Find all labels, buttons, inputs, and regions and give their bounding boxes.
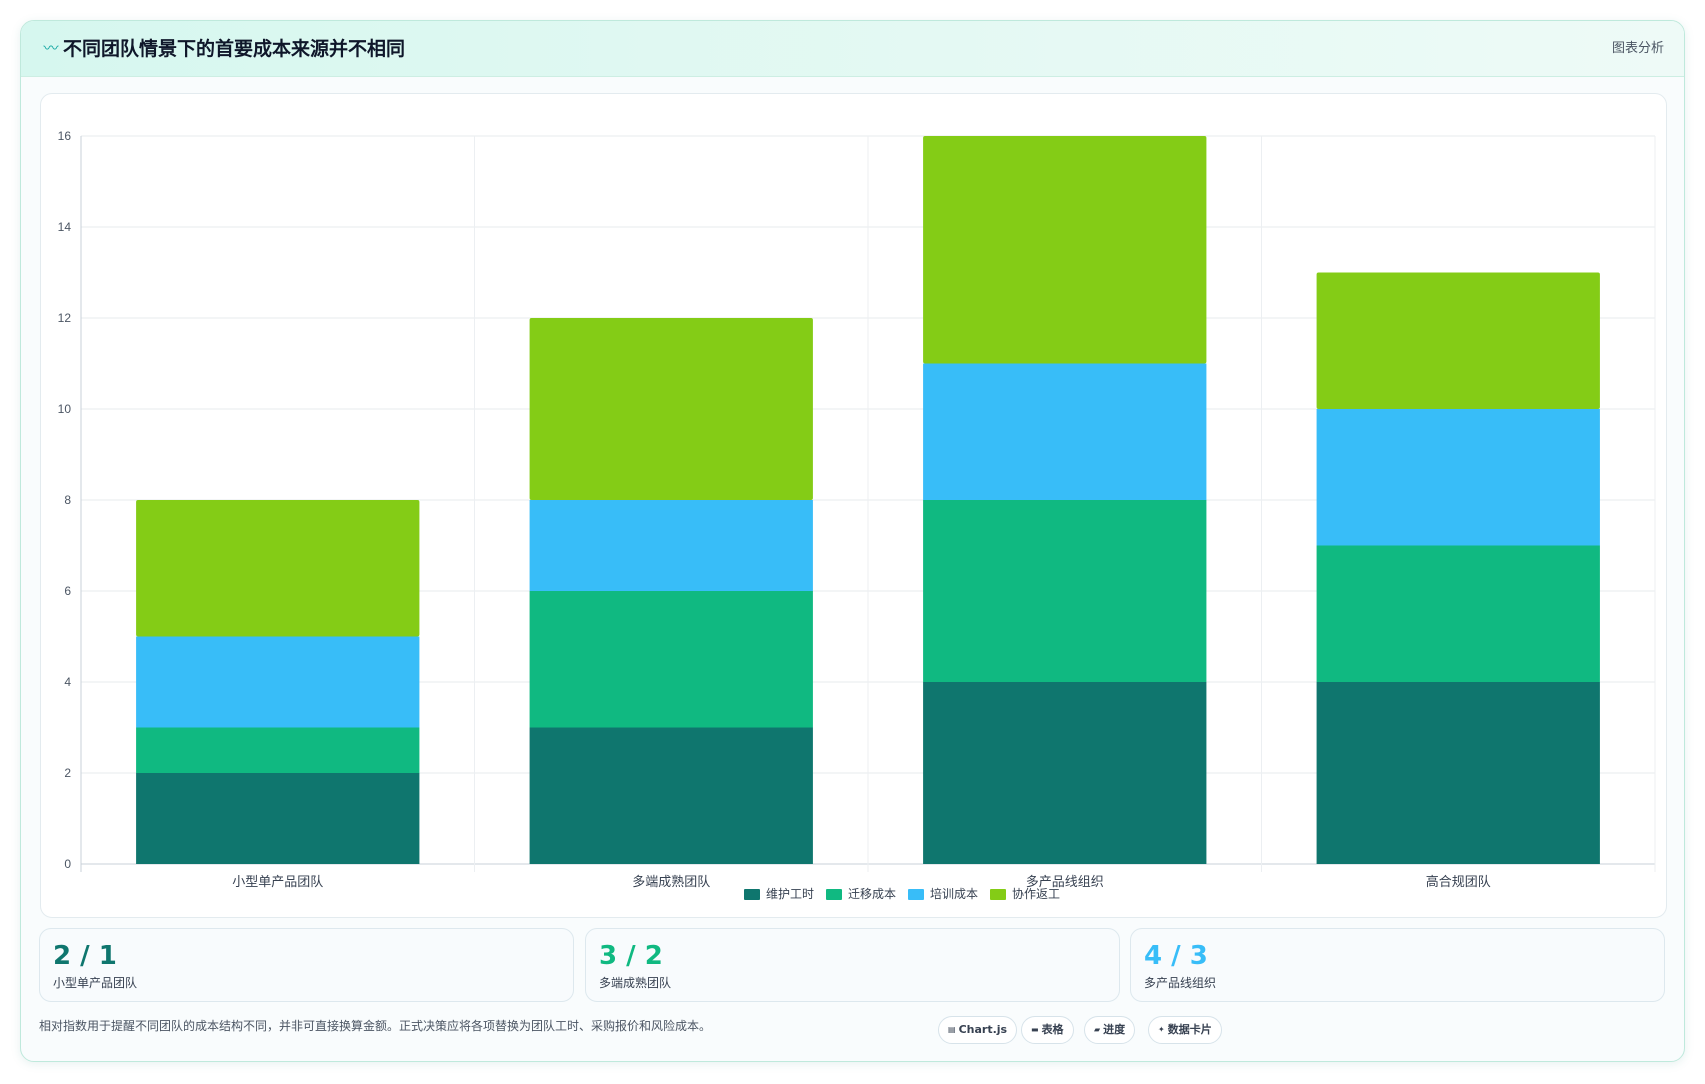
chart-icon: ▤ bbox=[948, 1025, 956, 1034]
legend-label: 协作返工 bbox=[1012, 886, 1060, 901]
chip-chartjs[interactable]: ▤ Chart.js bbox=[938, 1016, 1018, 1044]
x-tick-label: 高合规团队 bbox=[1426, 874, 1491, 890]
chip-data-card[interactable]: ✦ 数据卡片 bbox=[1148, 1016, 1222, 1044]
chip-label: 进度 bbox=[1103, 1023, 1126, 1036]
wave-icon: 〰 bbox=[43, 39, 59, 57]
bar-segment bbox=[136, 500, 420, 637]
stat-card-small-team: 2 / 1 小型单产品团队 bbox=[39, 928, 574, 1002]
bar-segment bbox=[136, 727, 420, 773]
y-tick-label: 12 bbox=[58, 311, 72, 325]
stat-value: 4 / 3 bbox=[1144, 941, 1208, 971]
sparkle-icon: ✦ bbox=[1158, 1025, 1165, 1034]
chip-progress[interactable]: ▰ 进度 bbox=[1084, 1016, 1136, 1044]
x-tick-label: 多产品线组织 bbox=[1026, 874, 1104, 890]
legend-swatch bbox=[744, 889, 760, 900]
chart-title: 不同团队情景下的首要成本来源并不相同 bbox=[63, 38, 406, 60]
chart-analysis-link[interactable]: 图表分析 bbox=[1611, 41, 1664, 56]
y-tick-label: 10 bbox=[58, 402, 72, 416]
progress-icon: ▰ bbox=[1094, 1025, 1101, 1034]
bar-segment bbox=[923, 500, 1207, 682]
stat-label: 多端成熟团队 bbox=[599, 976, 672, 990]
chart-panel: 0 2 4 6 8 10 12 14 16 小型单产品团队 多端成熟团队 多产品线组织 高合规团队维护工… bbox=[40, 93, 1667, 918]
stat-label: 多产品线组织 bbox=[1144, 976, 1217, 990]
y-tick-label: 14 bbox=[58, 220, 72, 234]
bar-segment bbox=[529, 318, 813, 500]
x-tick-label: 多端成熟团队 bbox=[632, 874, 710, 890]
stat-label: 小型单产品团队 bbox=[53, 976, 138, 990]
bar-segment bbox=[529, 591, 813, 728]
chart-card: 〰 不同团队情景下的首要成本来源并不相同 图表分析 0 2 4 6 8 10 12 14 16 小… bbox=[20, 20, 1685, 1062]
bar-segment bbox=[529, 500, 813, 591]
bar-segment bbox=[1316, 409, 1600, 546]
stat-card-multi-product: 4 / 3 多产品线组织 bbox=[1130, 928, 1665, 1002]
chip-label: 数据卡片 bbox=[1167, 1023, 1212, 1036]
chip-table[interactable]: ▬ 表格 bbox=[1021, 1016, 1074, 1044]
bar-segment bbox=[923, 682, 1207, 864]
bar-segment bbox=[1316, 682, 1600, 864]
stacked-bar-chart: 0 2 4 6 8 10 12 14 16 小型单产品团队 多端成熟团队 多产品线组织 高合规团队维护工… bbox=[58, 129, 1656, 901]
y-tick-label: 0 bbox=[64, 857, 71, 871]
y-tick-label: 8 bbox=[64, 493, 71, 507]
stat-card-mature-team: 3 / 2 多端成熟团队 bbox=[585, 928, 1120, 1002]
x-tick-label: 小型单产品团队 bbox=[232, 875, 323, 890]
bar-segment bbox=[923, 363, 1207, 500]
bar-segment bbox=[136, 773, 420, 864]
footnote: 相对指数用于提醒不同团队的成本结构不同，并非可直接换算金额。正式决策应将各项替换… bbox=[39, 1019, 712, 1033]
bar-segment bbox=[1316, 545, 1600, 682]
stat-value: 3 / 2 bbox=[599, 941, 663, 971]
card-header: 〰 不同团队情景下的首要成本来源并不相同 图表分析 bbox=[21, 21, 1684, 77]
bar-segment bbox=[136, 636, 420, 728]
y-tick-label: 6 bbox=[64, 584, 71, 598]
legend-label: 维护工时 bbox=[766, 887, 814, 901]
legend-swatch bbox=[990, 889, 1006, 900]
stat-value: 2 / 1 bbox=[53, 941, 117, 971]
chip-label: 表格 bbox=[1041, 1023, 1064, 1036]
bar-segment bbox=[923, 136, 1207, 364]
table-icon: ▬ bbox=[1031, 1025, 1039, 1034]
legend-label: 培训成本 bbox=[930, 886, 978, 901]
chip-label: Chart.js bbox=[958, 1023, 1008, 1036]
legend-swatch bbox=[826, 889, 842, 900]
y-tick-label: 2 bbox=[64, 766, 71, 780]
legend-swatch bbox=[908, 889, 924, 900]
legend-label: 迁移成本 bbox=[848, 887, 896, 901]
y-tick-label: 4 bbox=[64, 675, 71, 689]
bar-segment bbox=[1316, 272, 1600, 409]
y-tick-label: 16 bbox=[58, 129, 72, 143]
bar-segment bbox=[529, 727, 813, 864]
